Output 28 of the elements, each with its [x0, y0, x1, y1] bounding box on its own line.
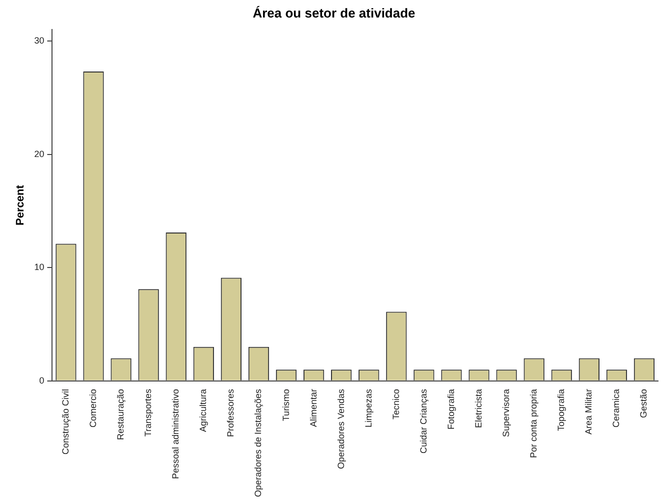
x-tick-label: Limpezas	[363, 388, 374, 428]
x-tick-label: Construção Civil	[60, 388, 70, 454]
x-tick-label: Supervisora	[501, 388, 512, 437]
x-tick-label: Pessoal administrativo	[170, 388, 181, 479]
x-tick-label: Restauração	[116, 388, 126, 440]
x-tick-label: Cuidar Crianças	[418, 388, 428, 454]
x-tick-label: Por conta propria	[528, 388, 539, 458]
y-tick-label: 30	[34, 35, 44, 46]
x-tick-label: Area Militar	[584, 388, 594, 434]
x-tick-label: Fotografia	[446, 388, 456, 430]
x-tick-label: Alimentar	[308, 388, 318, 427]
x-tick-label: Operadores de Instalações	[253, 388, 264, 498]
x-tick-label: Gestão	[638, 388, 649, 418]
x-tick-label: Turismo	[280, 388, 291, 422]
chart-title: Área ou setor de atividade	[252, 5, 416, 20]
x-tick-label: Operadores Vendas	[336, 388, 346, 469]
x-tick-label: Ceramica	[611, 388, 622, 428]
x-tick-label: Professores	[226, 388, 236, 437]
y-tick-label: 0	[39, 375, 44, 386]
y-tick-label: 10	[34, 262, 44, 272]
y-tick-label: 20	[34, 148, 44, 159]
x-tick-label: Eletricista	[474, 388, 484, 428]
x-tick-label: Comercio	[88, 388, 98, 428]
x-tick-label: Topografia	[556, 388, 566, 431]
x-tick-label: Transportes	[143, 388, 154, 437]
x-tick-label: Tecnico	[390, 388, 401, 420]
x-tick-label: Agricultura	[198, 388, 208, 432]
y-axis-title: Percent	[14, 184, 27, 226]
